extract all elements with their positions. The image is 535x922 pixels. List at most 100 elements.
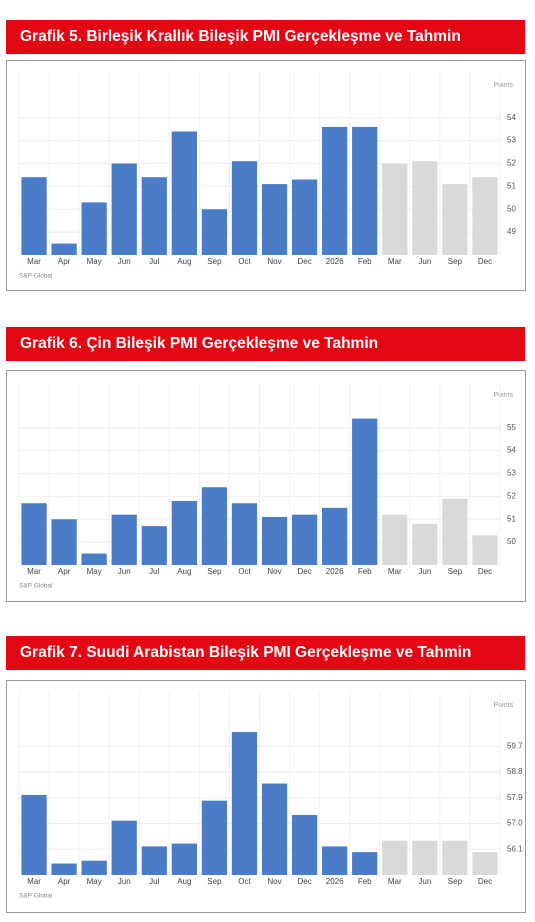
x-tick-label: Dec (297, 877, 311, 886)
bar (261, 184, 288, 255)
y-tick-label: 53 (507, 469, 516, 478)
bar (412, 840, 438, 875)
x-tick-label: Dec (478, 257, 492, 266)
bar (201, 209, 228, 255)
bar (231, 503, 258, 565)
y-tick-label: 59.7 (507, 741, 523, 750)
bar (412, 523, 438, 565)
x-tick-label: Aug (177, 567, 191, 576)
x-tick-label: Oct (238, 257, 251, 266)
bar (382, 163, 408, 255)
bar (201, 487, 228, 565)
chart-title: Grafik 6. Çin Bileşik PMI Gerçekleşme ve… (20, 335, 378, 352)
x-tick-label: Jul (149, 567, 159, 576)
y-tick-label: 57.0 (507, 819, 523, 828)
x-tick-label: Jun (418, 257, 431, 266)
y-axis-label: Points (494, 82, 514, 89)
x-tick-label: 2026 (326, 257, 344, 266)
x-tick-label: Dec (297, 257, 311, 266)
source-note: S&P Global (19, 583, 53, 590)
x-tick-label: Sep (448, 257, 463, 266)
bar (21, 177, 47, 255)
y-tick-label: 50 (507, 204, 516, 213)
bar (81, 553, 107, 565)
x-tick-label: Dec (478, 567, 492, 576)
title-banner (6, 327, 525, 361)
bar (141, 177, 167, 255)
y-axis-label: Points (494, 392, 514, 399)
bar (51, 863, 77, 875)
bar (171, 843, 197, 875)
y-tick-label: 49 (507, 227, 516, 236)
x-tick-label: May (87, 257, 102, 266)
title-banner (6, 20, 525, 54)
y-tick-label: 58.8 (507, 767, 523, 776)
bar (382, 840, 408, 875)
bar (261, 783, 288, 875)
x-tick-label: Jun (118, 567, 131, 576)
bar (261, 516, 288, 565)
bar (231, 161, 258, 255)
x-tick-label: Sep (448, 567, 463, 576)
bar (21, 794, 47, 875)
x-tick-label: Mar (27, 567, 41, 576)
x-tick-label: Nov (267, 567, 281, 576)
bar (322, 126, 348, 256)
x-tick-label: Dec (478, 877, 492, 886)
bar (231, 732, 258, 875)
x-tick-label: Apr (58, 877, 71, 886)
x-tick-label: Oct (238, 567, 251, 576)
x-tick-label: May (87, 567, 102, 576)
y-axis-label: Points (494, 702, 514, 709)
y-tick-label: 53 (507, 136, 516, 145)
x-tick-label: Jun (418, 877, 431, 886)
bar (141, 526, 167, 565)
bar (171, 131, 197, 255)
x-tick-label: Oct (238, 877, 251, 886)
x-tick-label: Mar (27, 877, 41, 886)
bar (111, 820, 137, 875)
bar (442, 184, 468, 255)
bar (51, 519, 77, 565)
source-note: S&P Global (19, 273, 53, 280)
bar (291, 814, 318, 875)
bar (352, 852, 378, 875)
x-tick-label: Mar (27, 257, 41, 266)
x-tick-label: Jun (118, 257, 131, 266)
bar (21, 503, 47, 565)
bar (382, 514, 408, 565)
x-tick-label: Apr (58, 257, 71, 266)
bar (412, 161, 438, 255)
bar (201, 800, 228, 875)
bar (322, 846, 348, 875)
bar (472, 535, 498, 565)
bar (291, 514, 318, 565)
x-tick-label: Sep (207, 877, 222, 886)
x-tick-label: Aug (177, 257, 191, 266)
bar (81, 202, 107, 255)
y-tick-label: 54 (507, 113, 516, 122)
bar (141, 846, 167, 875)
x-tick-label: Mar (388, 257, 402, 266)
bar (322, 507, 348, 565)
x-tick-label: Apr (58, 567, 71, 576)
y-tick-label: 51 (507, 514, 516, 523)
x-tick-label: Sep (207, 257, 222, 266)
chart-title: Grafik 7. Suudi Arabistan Bileşik PMI Ge… (20, 644, 471, 661)
x-tick-label: 2026 (326, 877, 344, 886)
x-tick-label: May (87, 877, 102, 886)
y-tick-label: 52 (507, 491, 516, 500)
x-tick-label: Aug (177, 877, 191, 886)
bar (111, 163, 137, 255)
x-tick-label: Jul (149, 257, 159, 266)
bar (442, 840, 468, 875)
y-tick-label: 50 (507, 537, 516, 546)
bar (171, 500, 197, 565)
x-tick-label: Dec (297, 567, 311, 576)
bar (472, 177, 498, 255)
x-tick-label: Jun (418, 567, 431, 576)
bar (442, 498, 468, 565)
x-tick-label: Sep (207, 567, 222, 576)
bar (51, 243, 77, 255)
